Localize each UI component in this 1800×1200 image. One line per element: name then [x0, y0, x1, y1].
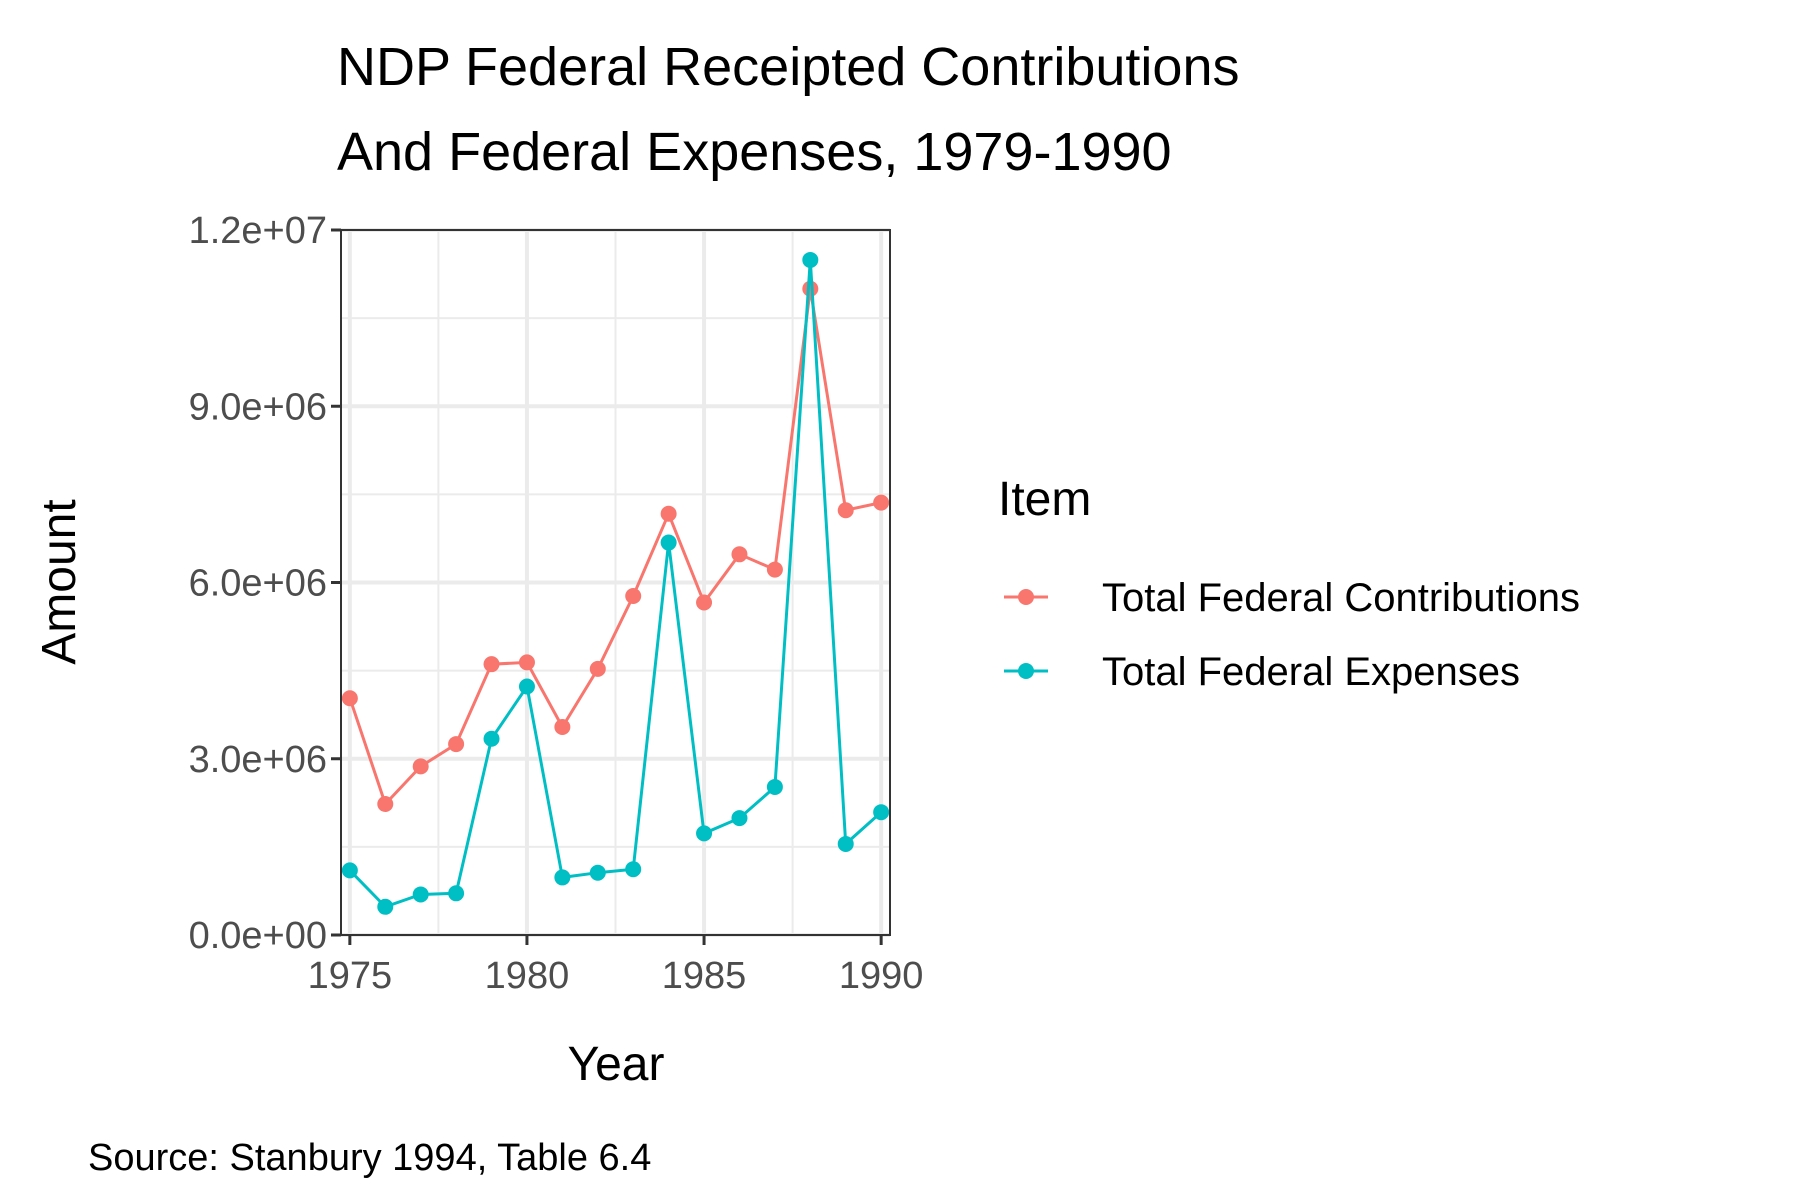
chart-title-line-2: And Federal Expenses, 1979-1990	[337, 122, 1172, 182]
legend: Item Total Federal Contributions Total Fe…	[998, 473, 1580, 694]
data-point-expenses	[518, 678, 535, 695]
data-point-expenses	[802, 251, 819, 268]
x-tick-label: 1980	[485, 955, 570, 997]
y-axis-title: Amount	[33, 499, 86, 664]
series-line-expenses	[348, 259, 883, 909]
legend-key-point	[1018, 663, 1034, 679]
legend-key-contributions	[1004, 589, 1048, 605]
data-point-expenses	[766, 778, 783, 795]
data-point-contributions	[660, 505, 677, 522]
data-point-contributions	[625, 588, 642, 605]
data-point-expenses	[341, 862, 358, 879]
data-point-expenses	[448, 885, 465, 902]
data-point-expenses	[483, 730, 500, 747]
y-axis: 0.0e+00 3.0e+06 6.0e+06 9.0e+06 1.2e+07	[189, 210, 341, 957]
data-point-contributions	[802, 280, 819, 297]
legend-key-point	[1018, 589, 1034, 605]
x-tick-label: 1975	[308, 955, 393, 997]
legend-label-expenses: Total Federal Expenses	[1102, 650, 1520, 694]
data-point-expenses	[731, 810, 748, 827]
data-point-contributions	[341, 690, 358, 707]
chart-title: NDP Federal Receipted Contributions And …	[337, 37, 1239, 182]
data-point-contributions	[554, 719, 571, 736]
data-point-expenses	[589, 864, 606, 881]
data-point-expenses	[554, 869, 571, 886]
data-point-contributions	[589, 660, 606, 677]
y-tick-label: 9.0e+06	[189, 386, 327, 428]
series-layer	[341, 251, 890, 915]
y-tick-label: 3.0e+06	[189, 739, 327, 781]
data-point-contributions	[518, 654, 535, 671]
data-point-expenses	[873, 804, 890, 821]
x-tick-label: 1985	[662, 955, 747, 997]
data-point-expenses	[412, 886, 429, 903]
data-point-contributions	[873, 494, 890, 511]
x-axis-title: Year	[568, 1038, 665, 1091]
data-point-contributions	[483, 656, 500, 673]
data-point-contributions	[766, 561, 783, 578]
data-point-contributions	[412, 758, 429, 775]
legend-title: Item	[998, 473, 1091, 526]
data-point-expenses	[660, 534, 677, 551]
data-point-contributions	[377, 795, 394, 812]
data-point-expenses	[625, 861, 642, 878]
data-point-contributions	[448, 736, 465, 753]
data-point-contributions	[731, 546, 748, 563]
y-tick-label: 6.0e+06	[189, 563, 327, 605]
legend-key-expenses	[1004, 663, 1048, 679]
caption: Source: Stanbury 1994, Table 6.4	[88, 1137, 651, 1179]
data-point-expenses	[377, 898, 394, 915]
data-point-contributions	[696, 594, 713, 611]
data-point-expenses	[696, 825, 713, 842]
chart-title-line-1: NDP Federal Receipted Contributions	[337, 37, 1239, 97]
x-tick-label: 1990	[839, 955, 924, 997]
data-point-expenses	[837, 835, 854, 852]
data-point-contributions	[837, 502, 854, 519]
y-tick-label: 0.0e+00	[189, 915, 327, 957]
legend-label-contributions: Total Federal Contributions	[1102, 576, 1580, 620]
x-axis: 1975 1980 1985 1990	[308, 935, 924, 997]
plot-panel	[340, 228, 891, 937]
series-line-contributions	[348, 288, 882, 807]
y-tick-label: 1.2e+07	[189, 210, 327, 252]
